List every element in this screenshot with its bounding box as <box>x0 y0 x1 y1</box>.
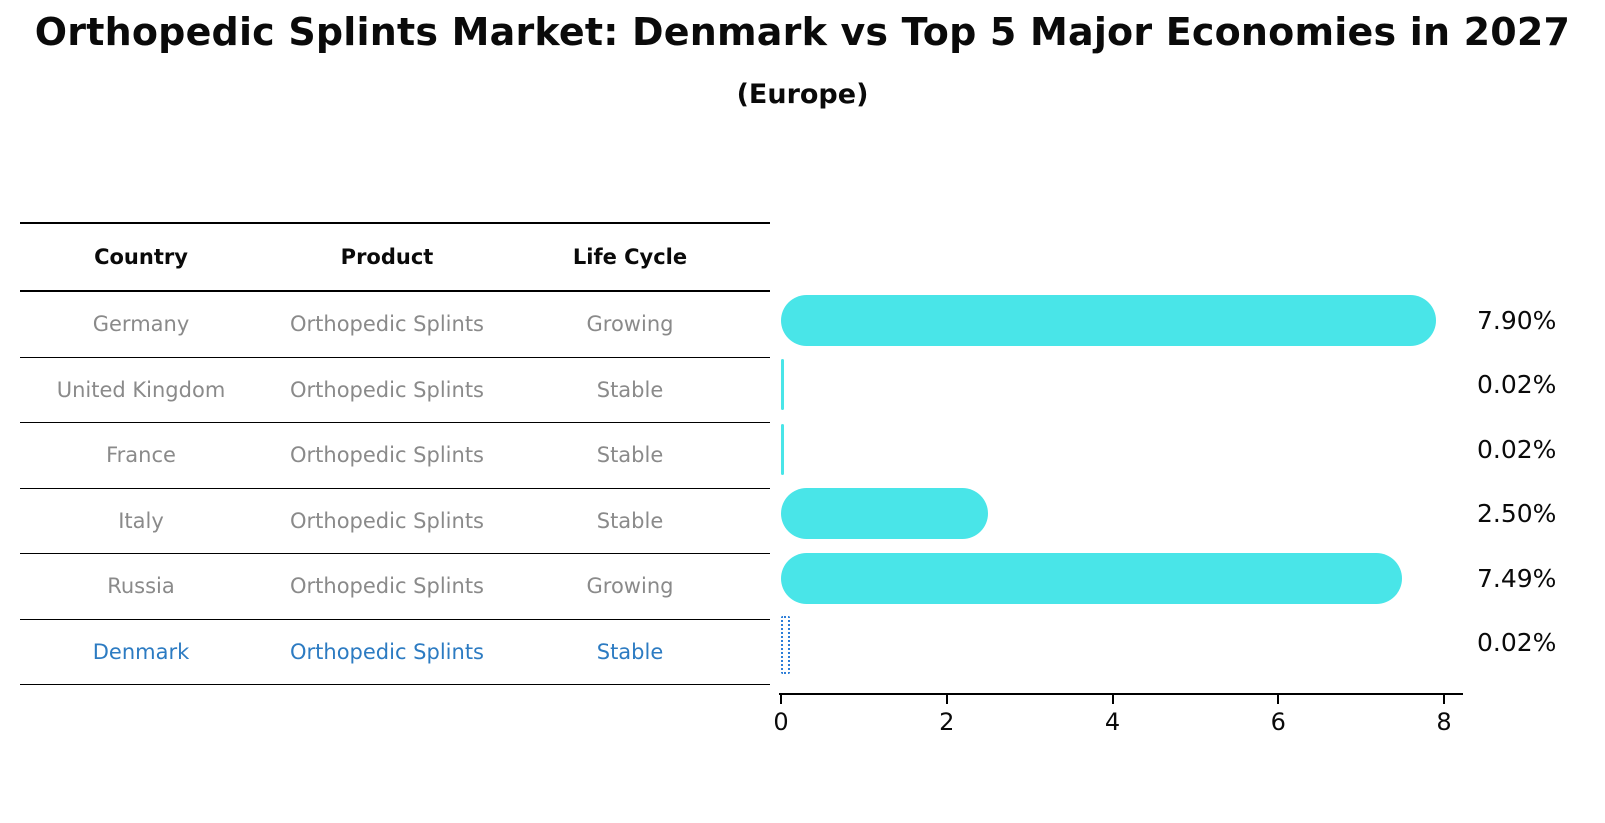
value-label-russia: 7.49% <box>1477 563 1557 593</box>
cell-product: Orthopedic Splints <box>289 508 484 533</box>
cell-product: Orthopedic Splints <box>289 639 484 664</box>
bar-germany <box>781 294 1436 346</box>
bar-france <box>781 423 784 475</box>
x-axis-tick-label: 4 <box>1104 708 1121 736</box>
table-header-row: Country Product Life Cycle <box>20 222 770 292</box>
value-label-united-kingdom: 0.02% <box>1477 370 1557 400</box>
x-axis-tick-mark <box>1111 695 1114 704</box>
cell-product: Orthopedic Splints <box>289 377 484 402</box>
cell-product: Orthopedic Splints <box>289 443 484 468</box>
bar-united-kingdom <box>781 359 784 411</box>
column-header-country: Country <box>94 245 188 269</box>
x-axis-tick-mark <box>945 695 948 704</box>
value-label-italy: 2.50% <box>1477 499 1557 529</box>
x-axis-line <box>779 693 1463 695</box>
cell-country: Germany <box>92 312 190 337</box>
chart-subtitle: (Europe) <box>736 79 869 110</box>
cell-country: Denmark <box>92 639 190 664</box>
cell-product: Orthopedic Splints <box>289 574 484 599</box>
value-label-france: 0.02% <box>1477 434 1557 464</box>
cell-country: United Kingdom <box>56 377 226 402</box>
cell-life-cycle: Growing <box>586 574 674 599</box>
bar-russia <box>781 552 1402 604</box>
cell-life-cycle: Stable <box>596 508 664 533</box>
bar-denmark-highlight <box>781 615 790 674</box>
table-row-denmark-highlighted: Denmark Orthopedic Splints Stable <box>20 620 770 685</box>
x-axis-tick-label: 2 <box>939 708 955 736</box>
x-axis-tick-label: 6 <box>1270 708 1286 736</box>
cell-life-cycle: Stable <box>596 443 664 468</box>
x-axis-tick-mark <box>1443 695 1445 704</box>
cell-product: Orthopedic Splints <box>289 312 484 337</box>
cell-country: Russia <box>107 574 175 599</box>
value-label-denmark: 0.02% <box>1477 628 1557 658</box>
chart-title: Orthopedic Splints Market: Denmark vs To… <box>34 10 1571 54</box>
value-label-germany: 7.90% <box>1477 305 1557 335</box>
table-row-russia: Russia Orthopedic Splints Growing <box>20 554 770 620</box>
column-header-life-cycle: Life Cycle <box>572 245 688 269</box>
cell-life-cycle: Stable <box>596 377 664 402</box>
country-table: Country Product Life Cycle Germany Ortho… <box>20 222 770 685</box>
x-axis-tick-label: 8 <box>1436 708 1452 736</box>
column-header-product: Product <box>340 245 434 269</box>
table-row-france: France Orthopedic Splints Stable <box>20 423 770 489</box>
bar-italy <box>781 488 989 540</box>
table-row-italy: Italy Orthopedic Splints Stable <box>20 489 770 554</box>
table-row-united-kingdom: United Kingdom Orthopedic Splints Stable <box>20 358 770 423</box>
cell-country: Italy <box>118 508 164 533</box>
x-axis-tick-mark <box>780 695 782 704</box>
x-axis-tick-label: 0 <box>773 708 789 736</box>
table-row-germany: Germany Orthopedic Splints Growing <box>20 292 770 358</box>
x-axis-tick-mark <box>1277 695 1280 704</box>
cell-country: France <box>106 443 176 468</box>
cell-life-cycle: Growing <box>586 312 674 337</box>
cell-life-cycle: Stable <box>596 639 664 664</box>
